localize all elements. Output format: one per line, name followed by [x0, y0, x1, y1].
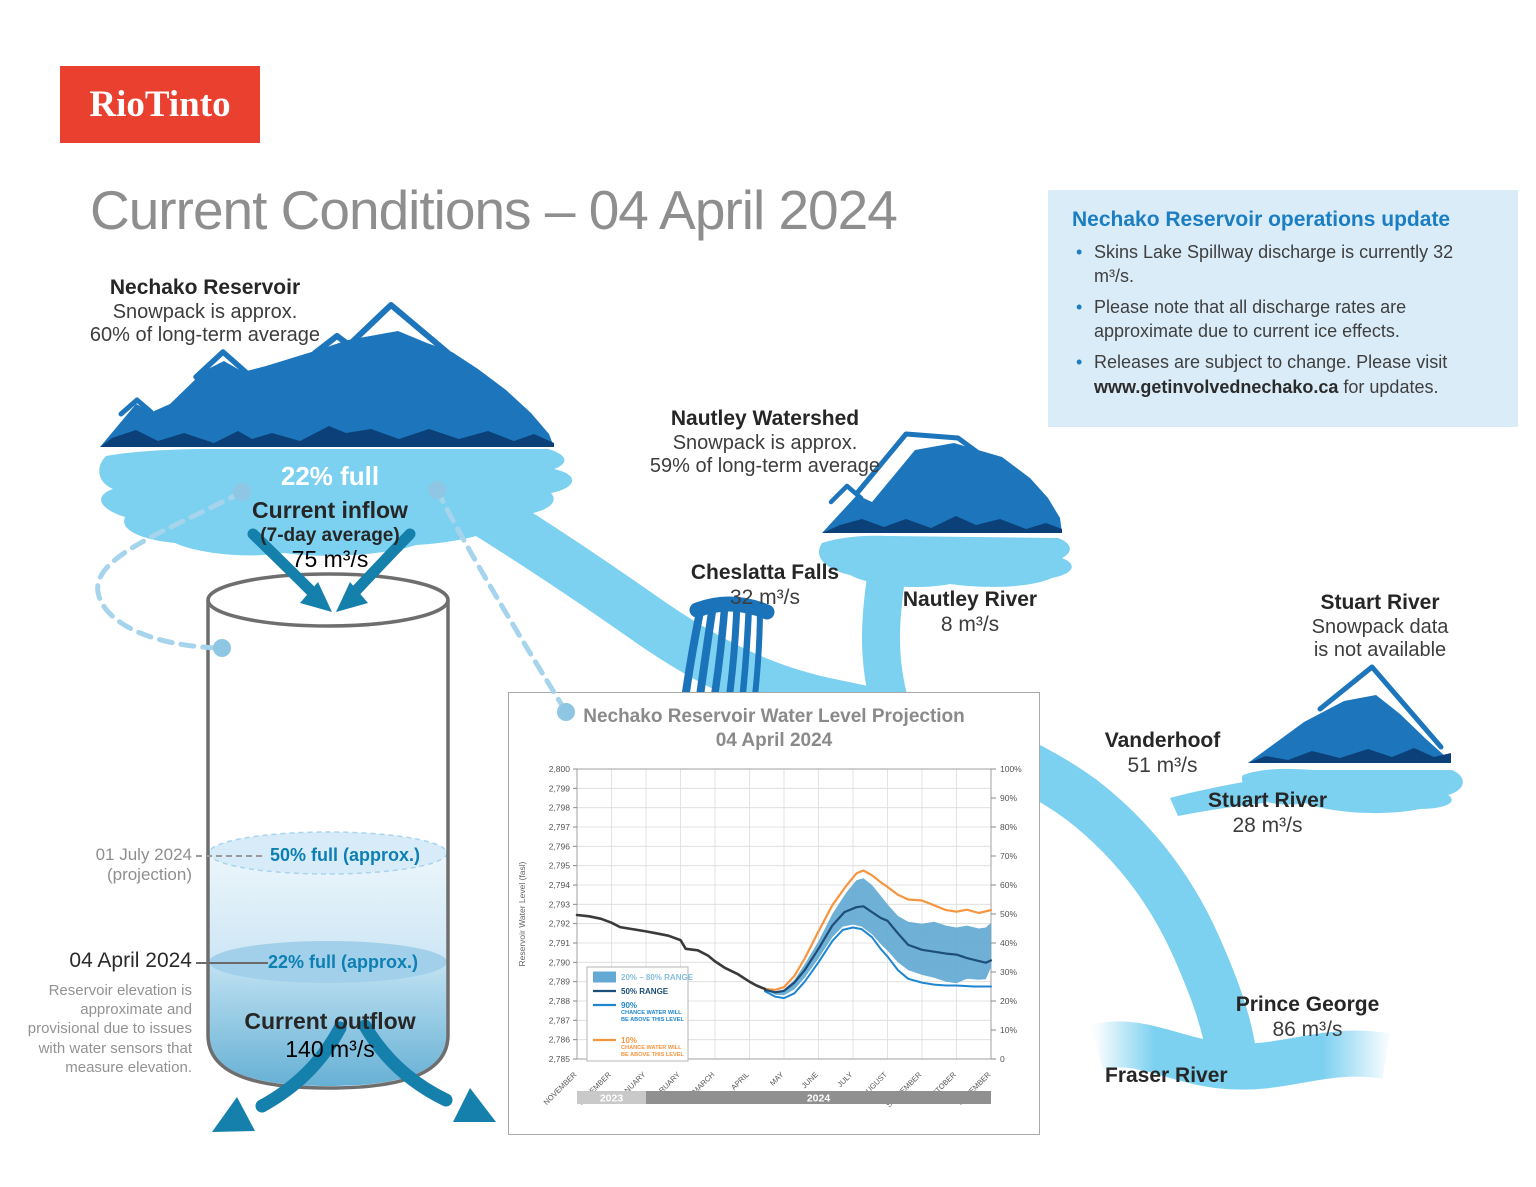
river-fraser [1091, 1021, 1390, 1090]
update-bullet-2: Please note that all discharge rates are… [1072, 295, 1494, 343]
svg-text:10%: 10% [1000, 1025, 1017, 1035]
svg-text:100%: 100% [1000, 764, 1022, 774]
svg-text:20% – 80% RANGE: 20% – 80% RANGE [621, 973, 694, 982]
outflow-value: 140 m³/s [285, 1036, 375, 1062]
page-title: Current Conditions – 04 April 2024 [90, 179, 898, 241]
rio-tinto-logo-text: RioTinto [89, 84, 231, 125]
reservoir-cylinder [196, 572, 450, 1090]
level-22-ellipse [209, 941, 447, 983]
svg-text:NOVEMBER: NOVEMBER [542, 1070, 579, 1107]
svg-text:0: 0 [1000, 1054, 1005, 1064]
projection-date-label: 01 July 2024 (projection) [95, 845, 192, 885]
svg-text:10%: 10% [621, 1036, 637, 1045]
svg-text:90%: 90% [1000, 793, 1017, 803]
nautley-watershed-label: Nautley Watershed Snowpack is approx. 59… [649, 407, 881, 478]
svg-text:20%: 20% [1000, 996, 1017, 1006]
svg-text:60%: 60% [1000, 880, 1017, 890]
outflow-arrows [212, 1019, 496, 1132]
svg-text:2,797: 2,797 [549, 822, 571, 832]
operations-update-title: Nechako Reservoir operations update [1072, 208, 1451, 231]
svg-text:2,785: 2,785 [549, 1054, 571, 1064]
svg-text:70%: 70% [1000, 851, 1017, 861]
rio-tinto-logo: RioTinto [60, 66, 260, 143]
operations-update-box: Nechako Reservoir operations update Skin… [1048, 190, 1518, 427]
svg-text:2,790: 2,790 [549, 957, 571, 967]
nechako-reservoir-label: Nechako Reservoir Snowpack is approx. 60… [89, 276, 321, 347]
stuart-snowpack-label: Stuart River Snowpack data is not availa… [1311, 591, 1449, 662]
svg-text:MAY: MAY [768, 1070, 785, 1087]
svg-text:2,793: 2,793 [549, 899, 571, 909]
inflow-arrows [247, 528, 416, 612]
update-bullet-3: Releases are subject to change. Please v… [1072, 350, 1494, 398]
svg-text:30%: 30% [1000, 967, 1017, 977]
svg-text:BE ABOVE THIS LEVEL: BE ABOVE THIS LEVEL [621, 1052, 684, 1058]
svg-text:40%: 40% [1000, 938, 1017, 948]
nautley-mountain-icon [822, 431, 1062, 533]
current-outflow-label: Current outflow [244, 1008, 416, 1034]
svg-text:2024: 2024 [807, 1093, 831, 1105]
svg-text:50%: 50% [1000, 909, 1017, 919]
update-bullet-1: Skins Lake Spillway discharge is current… [1072, 240, 1494, 288]
svg-text:2,791: 2,791 [549, 938, 571, 948]
svg-text:CHANCE WATER WILL: CHANCE WATER WILL [621, 1045, 682, 1051]
svg-text:2,799: 2,799 [549, 783, 571, 793]
reservoir-fullness-label: 22% full [280, 461, 380, 491]
svg-text:APRIL: APRIL [729, 1070, 751, 1092]
svg-text:Reservoir Water Level (fasl): Reservoir Water Level (fasl) [517, 861, 527, 966]
svg-text:2,786: 2,786 [549, 1035, 571, 1045]
update-link[interactable]: www.getinvolvednechako.ca [1094, 376, 1339, 397]
river-stuart [1170, 779, 1264, 816]
fraser-river-label: Fraser River [1105, 1064, 1228, 1087]
prince-george-label: Prince George 86 m³/s [1235, 993, 1380, 1041]
svg-text:CHANCE WATER WILL: CHANCE WATER WILL [621, 1010, 682, 1016]
stuart-river-label: Stuart River 28 m³/s [1207, 789, 1328, 837]
elevation-note: Reservoir elevation is approximate and p… [27, 982, 192, 1076]
svg-text:BE ABOVE THIS LEVEL: BE ABOVE THIS LEVEL [621, 1017, 684, 1023]
svg-text:50% RANGE: 50% RANGE [621, 987, 669, 996]
stuart-lake [1241, 768, 1463, 814]
svg-text:2,787: 2,787 [549, 1015, 571, 1025]
operations-update-list: Skins Lake Spillway discharge is current… [1072, 240, 1494, 399]
svg-text:2,789: 2,789 [549, 977, 571, 987]
svg-text:2023: 2023 [600, 1093, 624, 1105]
current-level-label: 22% full (approx.) [268, 952, 419, 972]
svg-text:2,796: 2,796 [549, 841, 571, 851]
nautley-lake [818, 535, 1072, 588]
water-level-chart-panel: Nechako Reservoir Water Level Projection… [508, 692, 1040, 1135]
svg-text:2,795: 2,795 [549, 861, 571, 871]
svg-text:80%: 80% [1000, 822, 1017, 832]
svg-text:2,794: 2,794 [549, 880, 571, 890]
water-level-chart: 2,785 2,786 2,787 2,788 2,789 2,790 2,791 2,792… [517, 764, 1022, 1109]
inflow-average-label: (7-day average) [260, 525, 400, 546]
current-date-label: 04 April 2024 [69, 949, 192, 972]
svg-text:JULY: JULY [835, 1070, 854, 1089]
current-inflow-label: Current inflow [252, 497, 408, 523]
svg-text:2,792: 2,792 [549, 919, 571, 929]
chart-title: Nechako Reservoir Water Level Projection… [583, 706, 965, 751]
inflow-value: 75 m³/s [291, 546, 369, 572]
projection-level-label: 50% full (approx.) [270, 845, 421, 865]
nechako-mountain-icon [100, 302, 554, 447]
svg-text:2,798: 2,798 [549, 803, 571, 813]
svg-text:2,800: 2,800 [549, 764, 571, 774]
nautley-river-label: Nautley River 8 m³/s [902, 588, 1038, 636]
svg-text:JUNE: JUNE [800, 1070, 820, 1090]
vanderhoof-label: Vanderhoof 51 m³/s [1104, 729, 1221, 777]
stuart-mountain-icon [1248, 664, 1451, 763]
svg-text:90%: 90% [621, 1001, 637, 1010]
svg-text:2,788: 2,788 [549, 996, 571, 1006]
cheslatta-falls-label: Cheslatta Falls 32 m³/s [690, 561, 840, 609]
